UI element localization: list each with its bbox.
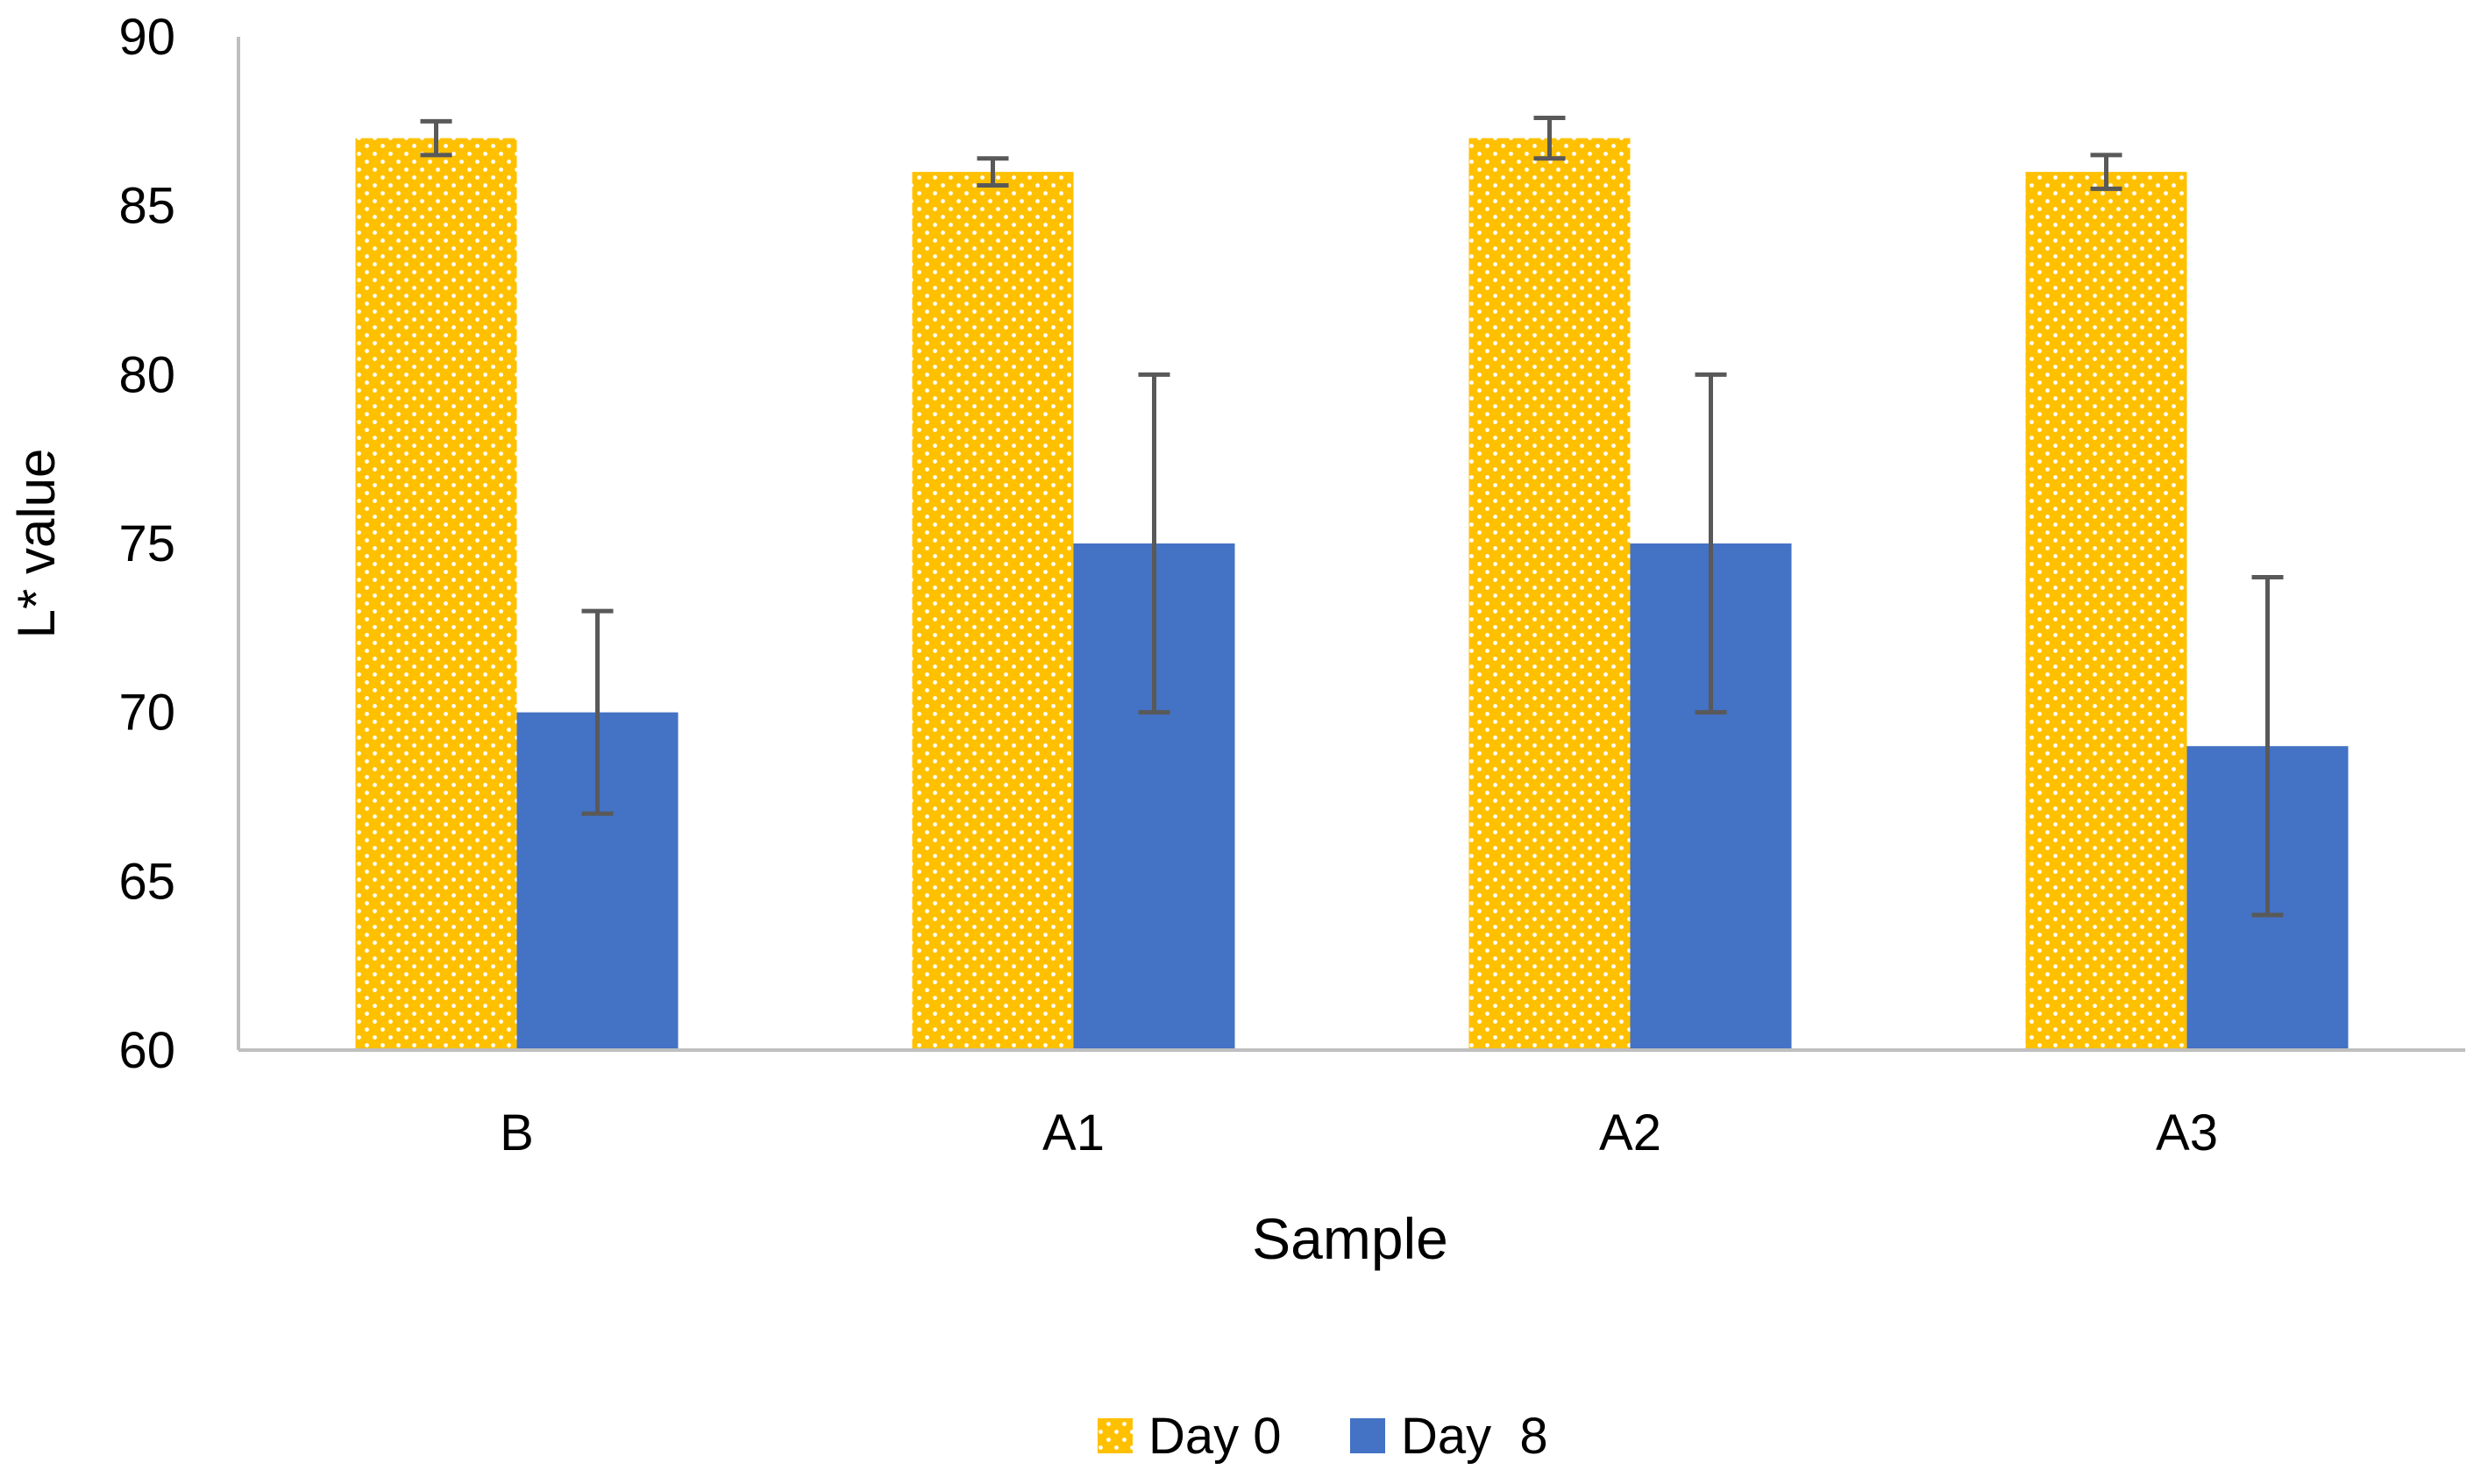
- error-bar-day0-a1: [977, 156, 1009, 188]
- y-tick-label: 75: [118, 515, 175, 572]
- y-tick-label: 60: [118, 1022, 175, 1079]
- x-tick-label: B: [500, 1104, 534, 1161]
- error-bar-day0-a2: [1533, 115, 1566, 161]
- legend: Day 0 Day 8: [1098, 1408, 1548, 1465]
- x-tick-label: A2: [1599, 1104, 1661, 1161]
- x-tick-label: A1: [1042, 1104, 1105, 1161]
- legend-label-day8: Day 8: [1401, 1408, 1548, 1465]
- y-tick-label: 80: [118, 346, 175, 403]
- bar-series-group: [355, 138, 2349, 1051]
- y-tick-label: 65: [118, 853, 175, 910]
- y-tick-label: 90: [118, 9, 175, 66]
- error-bar-day8-a2: [1695, 372, 1727, 715]
- y-tick-labels: 60 65 70 75 80 85 90: [118, 9, 175, 1079]
- error-bar-day0-a3: [2090, 153, 2122, 191]
- error-bar-day8-a3: [2251, 575, 2284, 918]
- error-bar-day8-a1: [1138, 372, 1170, 715]
- legend-swatch-day0: [1098, 1418, 1133, 1453]
- error-bar-group: [420, 115, 2284, 918]
- x-tick-labels: B A1 A2 A3: [500, 1104, 2218, 1161]
- y-tick-label: 85: [118, 178, 175, 235]
- error-bar-day0-b: [420, 118, 452, 158]
- x-tick-label: A3: [2156, 1104, 2218, 1161]
- error-bar-day8-b: [581, 608, 614, 816]
- bar-day0-a3: [2025, 172, 2187, 1051]
- y-axis-label: L* value: [7, 449, 66, 639]
- legend-swatch-day8: [1350, 1418, 1385, 1453]
- x-axis-label: Sample: [1252, 1206, 1448, 1271]
- bar-day0-a2: [1468, 138, 1631, 1051]
- legend-label-day0: Day 0: [1148, 1408, 1282, 1465]
- bar-day0-b: [355, 138, 517, 1051]
- bar-day0-a1: [912, 172, 1074, 1051]
- y-tick-label: 70: [118, 685, 175, 742]
